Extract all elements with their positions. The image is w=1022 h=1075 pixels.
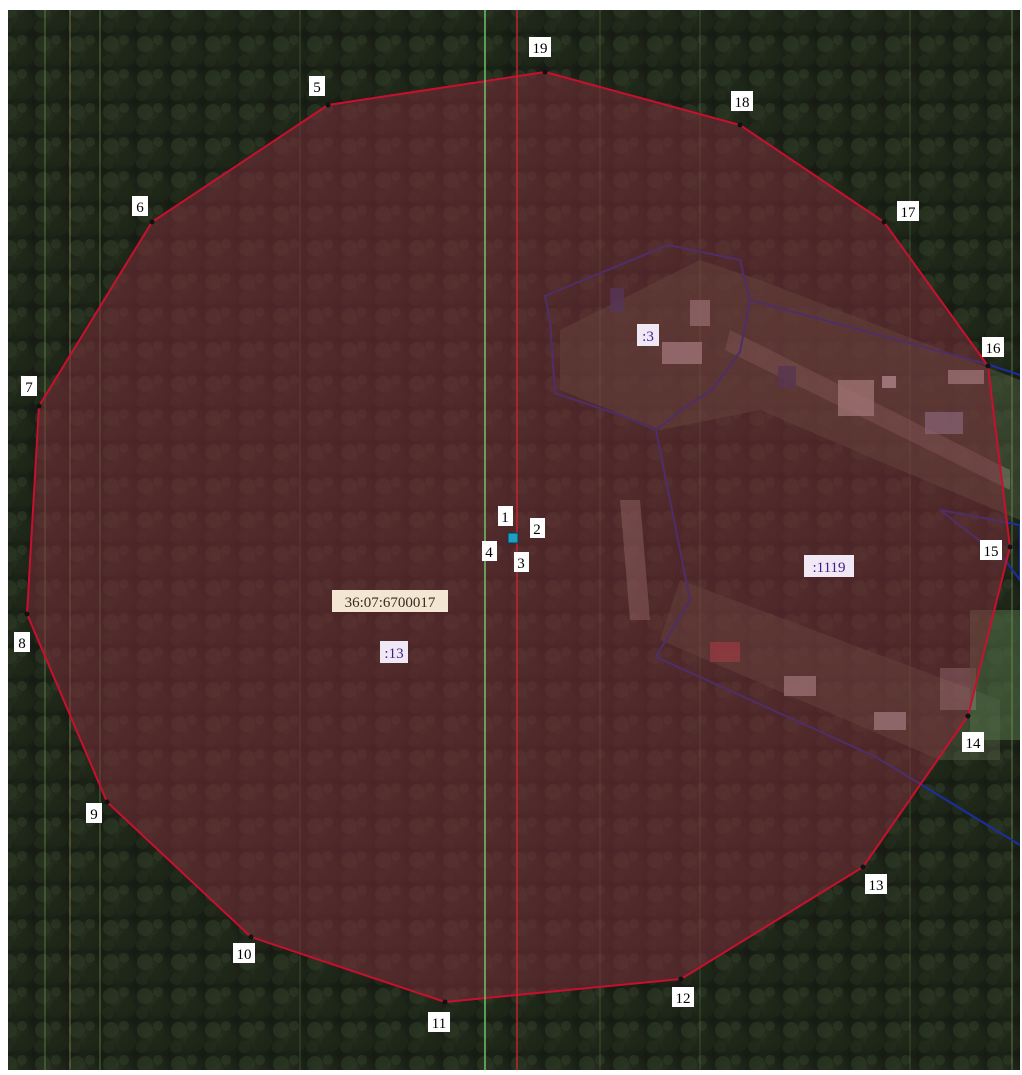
svg-text:9: 9 [90, 807, 98, 823]
svg-text:1: 1 [501, 510, 509, 526]
cadastral-map[interactable]: 19 18 17 16 15 14 13 12 11 10 9 8 7 6 5 … [8, 10, 1020, 1070]
map-frame[interactable]: 19 18 17 16 15 14 13 12 11 10 9 8 7 6 5 … [8, 10, 1020, 1070]
center-point-marker[interactable] [507, 532, 519, 544]
center-point-labels: 1 2 3 4 [482, 506, 545, 572]
svg-text:11: 11 [432, 1016, 446, 1032]
vertex-markers [24, 69, 1013, 1005]
svg-text:15: 15 [984, 544, 999, 560]
svg-text:12: 12 [676, 991, 691, 1007]
vertex-label-9: 9 [86, 803, 102, 823]
svg-text:7: 7 [25, 380, 33, 396]
vertex-labels: 19 18 17 16 15 14 13 12 11 10 9 8 7 6 5 [14, 37, 1004, 1032]
parcel-label-3[interactable]: :3 [637, 324, 659, 346]
svg-text::13: :13 [384, 646, 403, 662]
svg-text::1119: :1119 [812, 560, 845, 576]
svg-text:14: 14 [966, 736, 982, 752]
svg-text::3: :3 [642, 329, 654, 345]
svg-text:8: 8 [18, 636, 26, 652]
parcel-label-1119[interactable]: :1119 [804, 555, 854, 577]
svg-text:6: 6 [136, 200, 144, 216]
center-label-2: 2 [530, 518, 545, 538]
vertex-label-6: 6 [132, 196, 148, 216]
svg-text:19: 19 [533, 41, 548, 57]
svg-text:17: 17 [901, 205, 917, 221]
svg-text:10: 10 [237, 947, 252, 963]
vertex-label-11: 11 [428, 1012, 450, 1032]
vertex-label-15: 15 [980, 540, 1002, 560]
vertex-label-18: 18 [731, 91, 753, 111]
svg-text:13: 13 [869, 878, 884, 894]
svg-text:3: 3 [517, 556, 525, 572]
parcel-label-13[interactable]: :13 [380, 641, 408, 663]
svg-text:36:07:6700017: 36:07:6700017 [345, 595, 436, 611]
vertex-label-7: 7 [21, 376, 37, 396]
svg-text:18: 18 [735, 95, 750, 111]
center-label-1: 1 [498, 506, 513, 526]
vertex-label-14: 14 [962, 732, 984, 752]
svg-text:16: 16 [986, 341, 1002, 357]
vertex-label-17: 17 [897, 201, 919, 221]
vertex-label-8: 8 [14, 632, 30, 652]
svg-text:4: 4 [485, 545, 493, 561]
center-label-3: 3 [514, 552, 529, 572]
vertex-label-10: 10 [233, 943, 255, 963]
vertex-label-19: 19 [529, 37, 551, 57]
vertex-label-13: 13 [865, 874, 887, 894]
svg-text:5: 5 [313, 80, 321, 96]
vertex-label-16: 16 [982, 337, 1004, 357]
vertex-label-5: 5 [309, 76, 325, 96]
center-label-4: 4 [482, 541, 497, 561]
vertex-label-12: 12 [672, 987, 694, 1007]
svg-text:2: 2 [533, 522, 541, 538]
cadastral-block-label[interactable]: 36:07:6700017 [332, 590, 448, 612]
